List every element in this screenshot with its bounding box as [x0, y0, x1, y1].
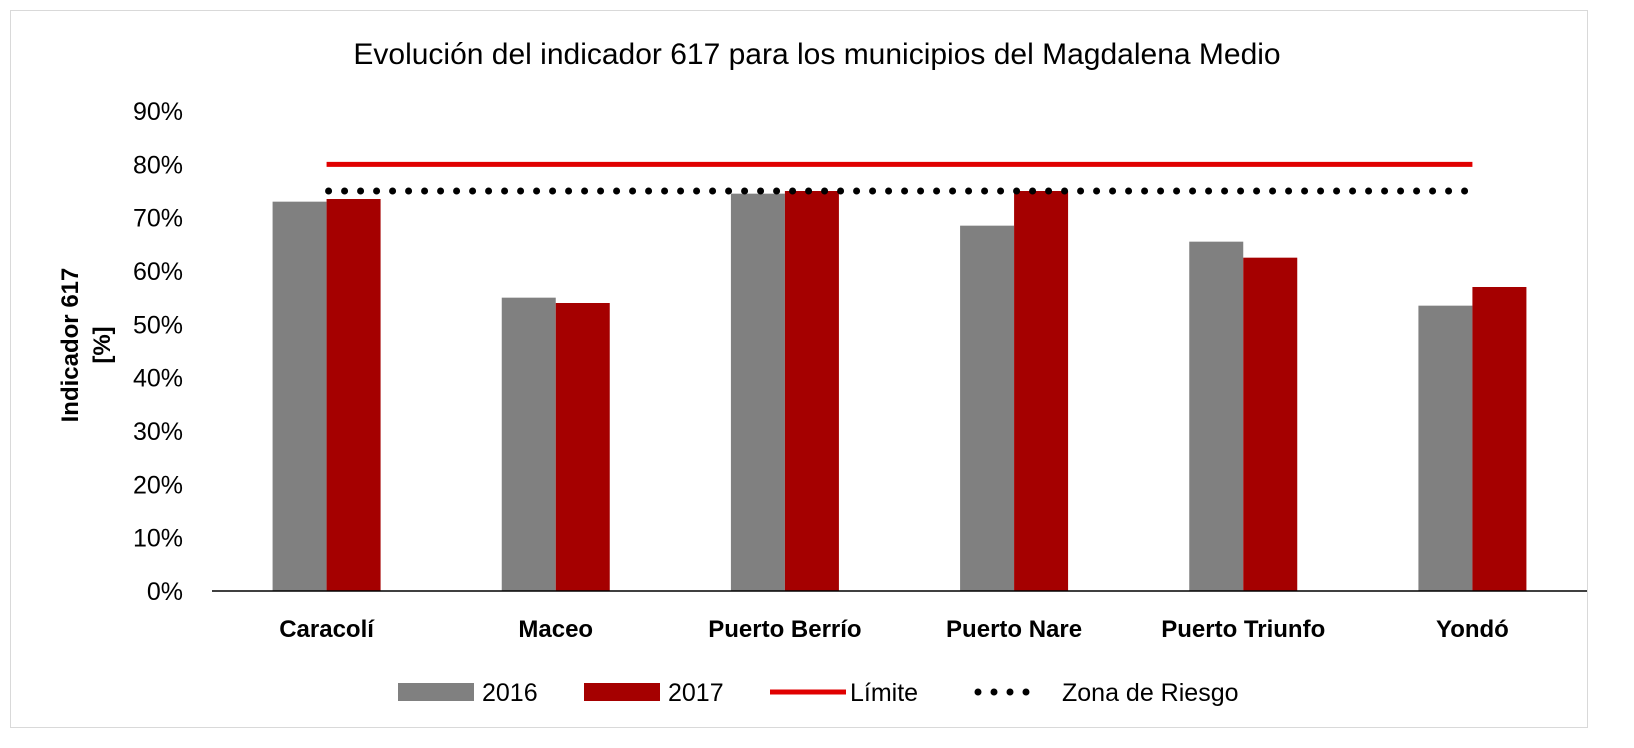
category-label: Puerto Triunfo: [1161, 616, 1325, 643]
legend-label-limite: Límite: [850, 679, 918, 707]
y-tick-label: 40%: [133, 365, 183, 393]
legend-swatch-2016: [398, 683, 474, 701]
bars: [272, 191, 1527, 591]
category-label: Puerto Nare: [946, 616, 1082, 643]
y-tick-label: 70%: [133, 205, 183, 233]
chart-frame: [10, 10, 1588, 728]
category-label: Yondó: [1436, 616, 1509, 643]
y-tick-label: 0%: [147, 578, 183, 606]
y-axis-label-line-1: Indicador 617: [57, 268, 84, 423]
category-label: Maceo: [518, 616, 593, 643]
y-tick-label: 90%: [133, 98, 183, 126]
bar-2017-5: [1472, 287, 1527, 591]
y-axis-label: Indicador 617 [%]: [57, 268, 116, 423]
legend-label-2017: 2017: [668, 679, 724, 707]
y-tick-label: 20%: [133, 471, 183, 499]
y-tick-label: 80%: [133, 151, 183, 179]
legend: 2016 2017 Límite Zona de Riesgo: [398, 679, 1239, 707]
category-labels: Caracolí Maceo Puerto Berrío Puerto Nare Pue…: [279, 616, 1509, 643]
bar-2016-0: [272, 201, 327, 591]
reference-lines: [325, 161, 1476, 195]
bar-2017-3: [1014, 191, 1069, 591]
y-tick-label: 50%: [133, 311, 183, 339]
bar-2017-0: [326, 199, 381, 591]
bar-2017-2: [784, 191, 839, 591]
y-tick-label: 30%: [133, 418, 183, 446]
y-axis-label-line-2: [%]: [89, 326, 116, 363]
legend-label-2016: 2016: [482, 679, 538, 707]
y-axis-ticks: 0% 10% 20% 30% 40% 50% 60% 70% 80% 90%: [133, 98, 183, 606]
bar-2017-4: [1243, 257, 1298, 591]
category-label: Puerto Berrío: [708, 616, 861, 643]
y-tick-label: 10%: [133, 525, 183, 553]
category-label: Caracolí: [279, 616, 375, 643]
bar-2016-5: [1418, 305, 1473, 591]
bar-2016-4: [1189, 241, 1244, 591]
legend-label-zona-de-riesgo: Zona de Riesgo: [1062, 679, 1239, 707]
chart-title: Evolución del indicador 617 para los mun…: [353, 38, 1280, 71]
bar-2016-1: [501, 297, 556, 591]
legend-swatch-2017: [584, 683, 660, 701]
bar-2016-3: [960, 225, 1015, 591]
bar-2016-2: [730, 193, 785, 591]
bar-2017-1: [555, 303, 610, 591]
y-tick-label: 60%: [133, 258, 183, 286]
